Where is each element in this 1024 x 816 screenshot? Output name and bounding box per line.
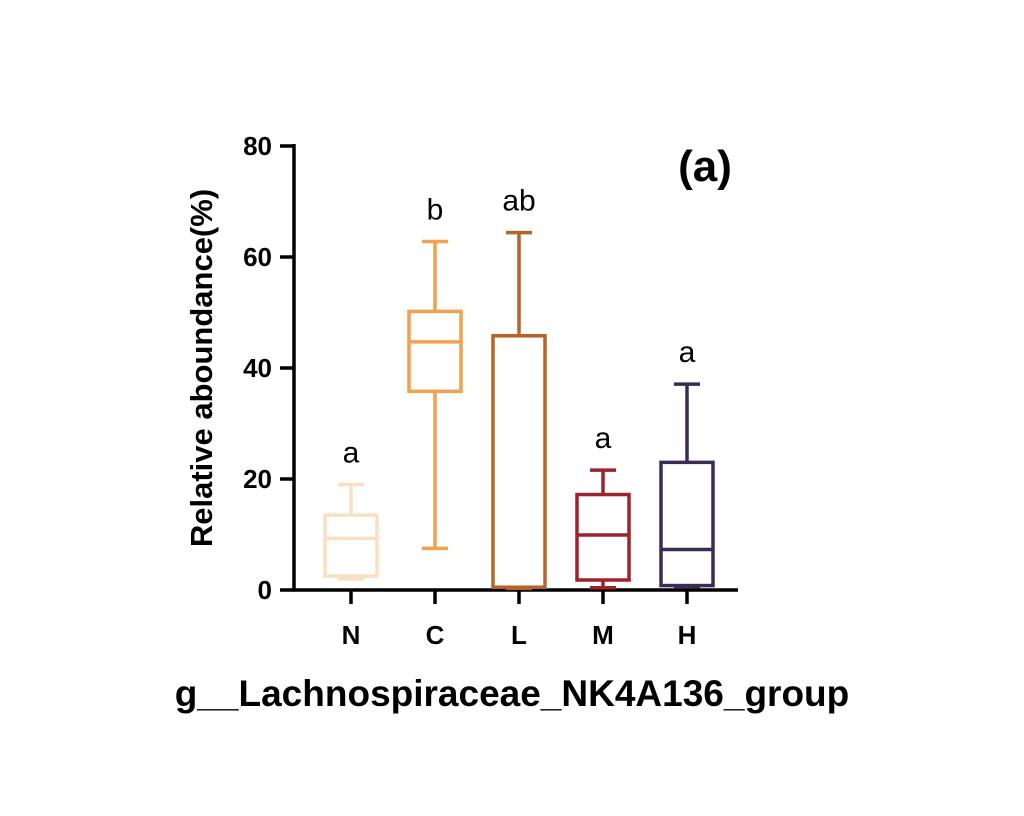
significance-label: a <box>343 437 360 470</box>
x-axis-title: g__Lachnospiraceae_NK4A136_group <box>175 673 850 714</box>
y-tick-label: 60 <box>243 242 272 272</box>
y-tick-label: 0 <box>258 575 272 605</box>
y-tick-label: 80 <box>243 131 272 161</box>
significance-label: a <box>679 336 696 369</box>
significance-label: b <box>427 193 444 226</box>
x-category-label: L <box>511 620 527 650</box>
box-N: a <box>323 437 379 581</box>
panel-label: (a) <box>678 142 732 191</box>
y-tick-label: 40 <box>243 353 272 383</box>
box-L: ab <box>491 185 547 591</box>
y-ticks: 0 20 40 60 80 <box>243 131 294 605</box>
x-category-label: H <box>678 620 697 650</box>
iqr-box <box>659 460 715 588</box>
box-C: b <box>407 193 463 551</box>
significance-label: ab <box>502 185 535 218</box>
y-axis-label: Relative aboundance(%) <box>184 189 219 547</box>
y-tick-label: 20 <box>243 464 272 494</box>
iqr-box <box>491 334 547 589</box>
significance-label: a <box>595 422 612 455</box>
x-category-label: C <box>426 620 445 650</box>
x-category-label: N <box>342 620 361 650</box>
iqr-box <box>575 492 631 582</box>
iqr-box <box>323 513 379 578</box>
box-M: a <box>575 422 631 590</box>
box-H: a <box>659 336 715 589</box>
iqr-box <box>407 309 463 394</box>
x-category-label: M <box>592 620 614 650</box>
